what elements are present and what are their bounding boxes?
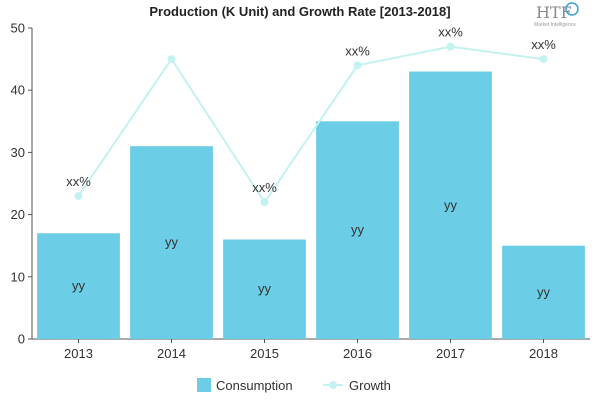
line-data-label: xx% <box>66 174 91 189</box>
axes: 0 10 20 30 40 50 2013 2014 2015 2016 2017 2018 <box>11 21 590 361</box>
bar-data-label: yy <box>351 222 365 237</box>
bar-data-label: yy <box>537 284 551 299</box>
legend: Consumption Growth <box>197 378 391 393</box>
bar-series <box>37 71 585 339</box>
y-tick-label: 10 <box>11 269 25 284</box>
growth-point-2018 <box>539 55 548 64</box>
x-tick-label: 2013 <box>64 346 93 361</box>
growth-point-2016 <box>353 61 362 70</box>
bar-2018 <box>502 245 585 339</box>
x-tick-label: 2014 <box>157 346 186 361</box>
x-tick-label: 2018 <box>529 346 558 361</box>
line-data-label: xx% <box>531 37 556 52</box>
legend-swatch-consumption <box>197 378 211 392</box>
y-tick-label: 0 <box>18 332 25 347</box>
legend-label-growth: Growth <box>349 378 391 393</box>
growth-point-2017 <box>446 42 455 51</box>
line-series <box>74 42 548 207</box>
line-data-label: xx% <box>345 43 370 58</box>
logo-globe-icon <box>565 2 579 16</box>
logo-text: HTF <box>536 3 572 22</box>
y-tick-label: 40 <box>11 83 25 98</box>
growth-point-2014 <box>167 55 176 64</box>
x-tick-label: 2016 <box>343 346 372 361</box>
logo-subtext: Market Intelligence <box>534 22 576 28</box>
bar-2014 <box>130 146 213 339</box>
htf-logo: HTF Market Intelligence <box>534 2 579 28</box>
bar-2017 <box>409 71 492 339</box>
x-tick-label: 2017 <box>436 346 465 361</box>
bar-data-label: yy <box>72 278 86 293</box>
bar-data-label: yy <box>444 197 458 212</box>
bar-2013 <box>37 233 120 339</box>
y-tick-label: 20 <box>11 207 25 222</box>
growth-line <box>77 45 544 204</box>
y-tick-label: 30 <box>11 145 25 160</box>
line-data-label: xx% <box>252 180 277 195</box>
bar-data-label: yy <box>165 235 179 250</box>
chart-title: Production (K Unit) and Growth Rate [201… <box>149 4 450 19</box>
legend-swatch-growth-point <box>329 381 337 389</box>
y-tick-label: 50 <box>11 21 25 36</box>
line-data-label: xx% <box>438 25 463 40</box>
legend-label-consumption: Consumption <box>216 378 293 393</box>
bar-2016 <box>316 121 399 339</box>
data-labels: yy yy yy yy yy yy xx% xx% xx% xx% xx% <box>66 25 556 300</box>
growth-point-2015 <box>260 198 269 207</box>
growth-point-2013 <box>74 191 83 200</box>
bar-data-label: yy <box>258 281 272 296</box>
bar-2015 <box>223 239 306 339</box>
x-tick-label: 2015 <box>250 346 279 361</box>
